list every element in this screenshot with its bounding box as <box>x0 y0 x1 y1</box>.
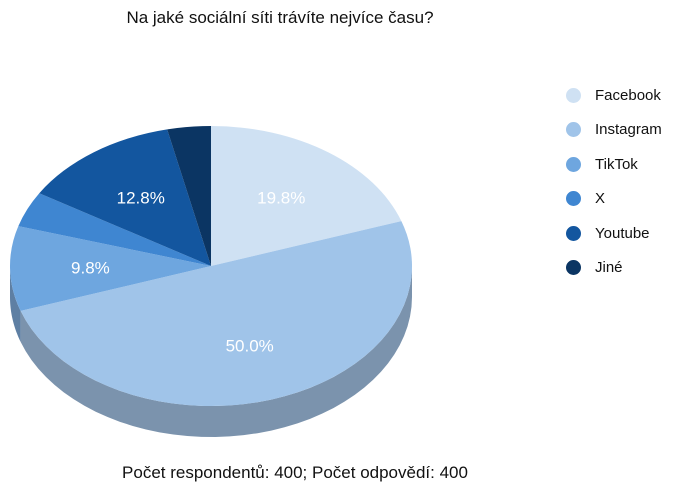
legend-swatch <box>566 225 581 241</box>
pie-sides <box>10 266 412 437</box>
pie-slice-tiktok <box>10 226 211 311</box>
data-label-facebook: 19.8% <box>257 189 305 208</box>
legend-item-tiktok: TikTok <box>566 147 662 182</box>
data-label-youtube: 12.8% <box>117 189 165 208</box>
legend-label: Youtube <box>595 224 650 242</box>
pie-slice-instagram <box>20 221 413 407</box>
legend-swatch <box>566 191 581 207</box>
legend-swatch <box>566 87 581 103</box>
legend-swatch <box>566 156 581 172</box>
chart-title: Na jaké sociální síti trávíte nejvíce ča… <box>126 8 434 27</box>
legend-label: Facebook <box>595 86 661 104</box>
pie-top <box>10 126 413 407</box>
pie-slice-jiné <box>167 126 211 266</box>
pie-slice-youtube <box>39 129 211 266</box>
legend-label: TikTok <box>595 155 638 173</box>
pie-labels: 19.8% 50.0% 9.8% 12.8% <box>71 189 305 356</box>
legend-label: X <box>595 190 606 208</box>
legend-item-instagram: Instagram <box>566 113 662 148</box>
legend-label: Jiné <box>595 259 623 277</box>
legend-item-facebook: Facebook <box>566 78 662 113</box>
legend-item-jiné: Jiné <box>566 251 662 286</box>
data-label-tiktok: 9.8% <box>71 259 110 278</box>
legend-label: Instagram <box>595 121 662 139</box>
pie-slice-x <box>18 193 212 266</box>
pie-side-tiktok <box>10 266 21 342</box>
pie-slice-facebook <box>211 126 402 266</box>
data-label-instagram: 50.0% <box>226 337 274 356</box>
legend-item-youtube: Youtube <box>566 216 662 251</box>
legend-item-x: X <box>566 182 662 217</box>
legend-swatch <box>566 260 581 276</box>
respondent-count: Počet respondentů: 400; Počet odpovědí: … <box>122 463 468 482</box>
legend-swatch <box>566 122 581 138</box>
legend: Facebook Instagram TikTok X Youtube Jiné <box>566 78 662 285</box>
pie-side-instagram <box>20 266 412 437</box>
